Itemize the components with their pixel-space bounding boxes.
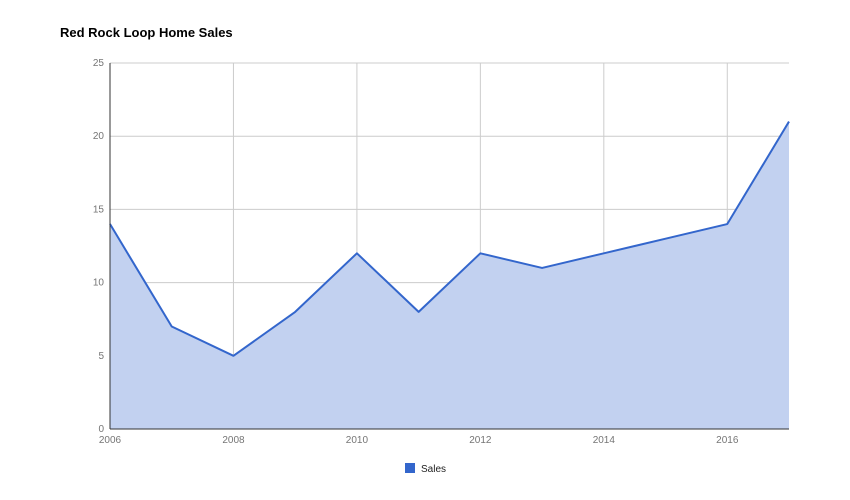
x-tick-label: 2006 <box>99 435 122 446</box>
legend-label: Sales <box>421 464 446 475</box>
legend-swatch <box>405 463 415 473</box>
x-tick-label: 2016 <box>716 435 739 446</box>
series-line <box>109 121 790 357</box>
y-tick-label: 10 <box>93 278 105 289</box>
y-tick-label: 25 <box>93 58 105 69</box>
series-area <box>109 121 790 429</box>
x-axis-ticks: 2006 2008 2010 2012 2014 2016 <box>99 435 739 446</box>
y-tick-label: 0 <box>98 424 104 435</box>
y-tick-label: 20 <box>93 131 105 142</box>
y-tick-label: 5 <box>98 351 104 362</box>
x-tick-label: 2010 <box>346 435 369 446</box>
y-tick-label: 15 <box>93 204 105 215</box>
x-tick-label: 2014 <box>593 435 616 446</box>
series-area-fill <box>110 121 789 429</box>
legend: Sales <box>405 463 446 475</box>
chart-title: Red Rock Loop Home Sales <box>60 25 233 40</box>
y-axis-ticks: 0 5 10 15 20 25 <box>93 58 105 435</box>
x-tick-label: 2012 <box>469 435 492 446</box>
axes <box>109 63 789 430</box>
x-tick-label: 2008 <box>222 435 245 446</box>
